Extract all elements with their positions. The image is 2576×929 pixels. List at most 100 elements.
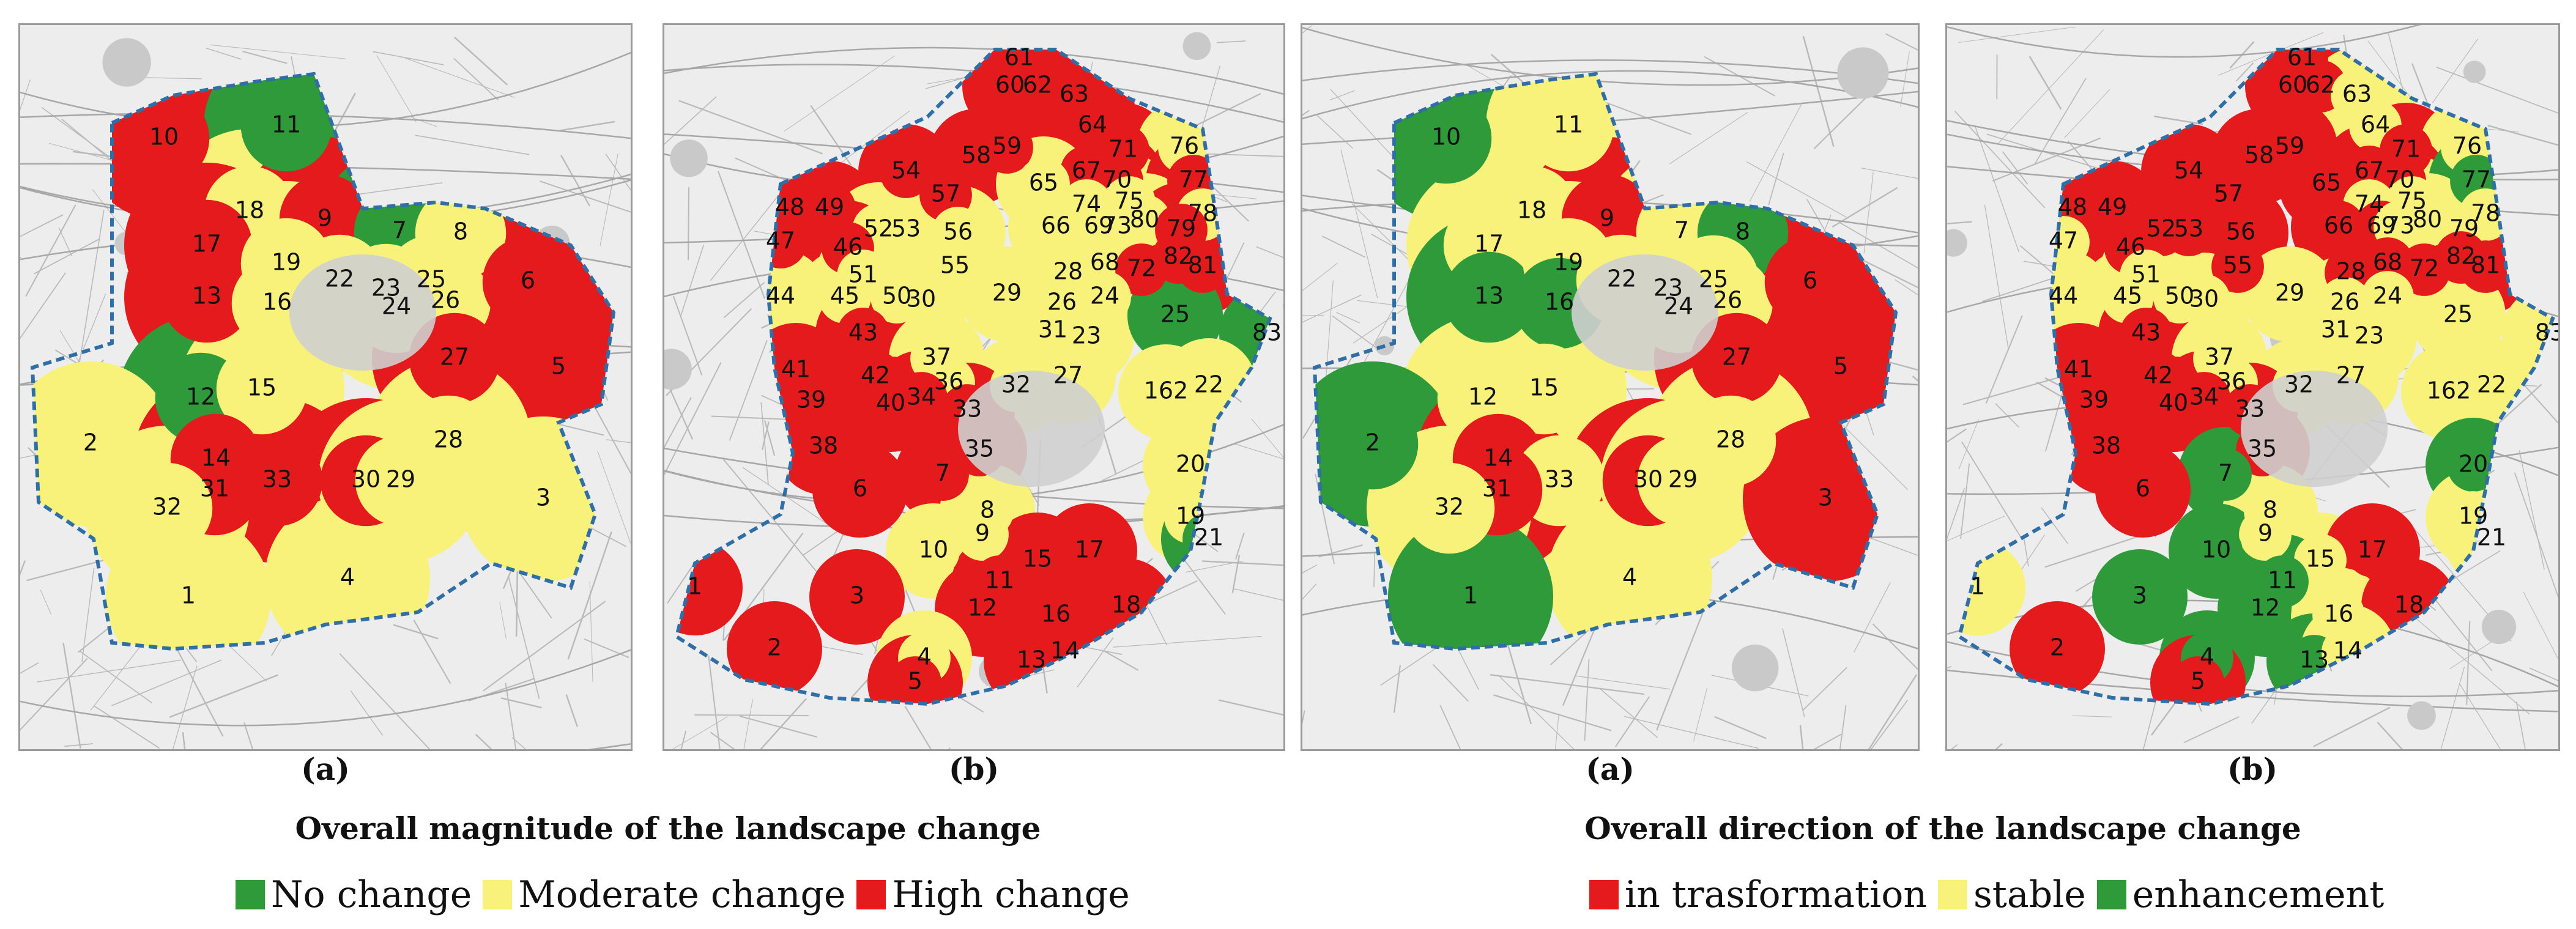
zone-label: 44	[2049, 283, 2078, 309]
zone-label: 25	[1699, 266, 1728, 293]
zone-label: 28	[1716, 426, 1745, 453]
zone-label: 35	[2248, 435, 2277, 462]
zone-label: 23	[2355, 322, 2384, 349]
legend-label: Moderate change	[518, 873, 846, 916]
zone-label: 25	[1160, 301, 1190, 328]
zone-label: 62	[2306, 72, 2335, 98]
zone-label: 67	[1072, 157, 1101, 184]
zone-label: 46	[833, 234, 863, 261]
zone-label: 3	[2132, 582, 2147, 609]
zone-label: 23	[371, 275, 401, 302]
zone-label: 52	[2147, 215, 2176, 242]
zone-label: 23	[1072, 322, 1101, 349]
legend-magnitude: No change Moderate change High change	[236, 873, 1141, 916]
zone-label: 74	[1072, 191, 1101, 218]
zone-label: 71	[2391, 136, 2421, 163]
zone-label: 46	[2116, 234, 2145, 261]
zone-label: 51	[848, 261, 878, 288]
zone-label: 1	[181, 582, 196, 609]
zone-label: 28	[2336, 258, 2366, 285]
zone-label: 64	[2361, 111, 2390, 138]
zone-label: 82	[2446, 243, 2476, 270]
zone-label: 47	[2049, 228, 2078, 254]
zone-label: 80	[2413, 206, 2442, 233]
zone-label: 58	[2244, 142, 2274, 169]
zone-label: 74	[2355, 191, 2384, 218]
zone-label: 68	[2373, 249, 2402, 276]
zone-label: 26	[1047, 289, 1077, 316]
zone-label: 33	[952, 396, 982, 423]
zone-label: 25	[417, 266, 446, 293]
zone-label: 2	[1365, 429, 1380, 456]
zone-label: 13	[1017, 646, 1046, 673]
zone-label: 60	[2278, 72, 2307, 98]
zone-label: 81	[1188, 252, 1217, 279]
zone-label: 31	[2321, 316, 2350, 343]
zone-label: 12	[968, 594, 997, 621]
zone-label: 82	[1164, 243, 1193, 270]
zone-label: 78	[2471, 200, 2500, 227]
zone-label: 5	[2191, 668, 2205, 695]
zone-label: 72	[1127, 255, 1156, 282]
zone-label: 15	[1023, 546, 1052, 572]
zone-label: 43	[848, 319, 878, 346]
zone-label: 66	[2324, 212, 2353, 239]
zone-label: 162	[2427, 377, 2471, 404]
zone-label: 72	[2410, 255, 2439, 282]
zone-label: 7	[2218, 460, 2233, 487]
zone-label: 11	[272, 111, 301, 138]
zone-label: 8	[453, 218, 468, 245]
zone-label: 32	[1001, 371, 1031, 398]
urban-core	[289, 254, 436, 371]
zone-label: 79	[2449, 215, 2479, 242]
zone-label: 3	[536, 484, 551, 511]
zone-label: 76	[2452, 133, 2482, 160]
zone-label: 27	[440, 344, 469, 371]
zone-label: 43	[2131, 319, 2161, 346]
legend-label: in trasformation	[1625, 873, 1928, 916]
zone-label: 56	[943, 218, 973, 245]
zone-label: 69	[1084, 212, 1113, 239]
map-panel-magnitude-b: 61 60 62 63 64 59 67 71 76 54 58 65 70 75 77 48 49 57 74 80…	[663, 23, 1285, 751]
zone-label: 2	[2050, 634, 2065, 661]
zone-label: 20	[2459, 451, 2488, 478]
zone-label: 55	[2223, 252, 2252, 279]
zone-label: 32	[2284, 371, 2314, 398]
zone-label: 13	[2299, 646, 2329, 673]
zone-label: 41	[2064, 356, 2093, 383]
panel-caption: (b)	[948, 751, 1000, 787]
zone-label: 28	[1053, 258, 1083, 285]
zone-label: 79	[1167, 215, 1196, 242]
zone-label: 13	[1474, 283, 1504, 309]
zone-label: 41	[781, 356, 811, 383]
zone-label: 31	[1482, 475, 1512, 502]
zone-label: 162	[1144, 377, 1189, 404]
zone-label: 40	[2159, 390, 2188, 416]
zone-label: 22	[1194, 371, 1223, 398]
zone-label: 37	[922, 344, 951, 371]
zone-label: 81	[2471, 252, 2500, 279]
zone-label: 48	[2058, 194, 2087, 221]
map-panel-direction-a: 10 11 18 9 17 13 19 16 7 8 22 23 25 24 26 6 27 5 12 15 2 28 14…	[1301, 23, 1920, 751]
zone-label: 44	[766, 283, 795, 309]
zone-label: 76	[1170, 133, 1199, 160]
zone-label: 48	[775, 194, 804, 221]
zone-label: 47	[766, 228, 795, 254]
legend-swatch	[236, 880, 265, 909]
zone-label: 58	[962, 142, 991, 169]
zone-label: 30	[351, 466, 380, 493]
legend-title-magnitude: Overall magnitude of the landscape chang…	[295, 810, 1041, 846]
legend-swatch	[1938, 880, 1968, 909]
zone-label: 18	[1112, 591, 1141, 618]
zone-label: 3	[850, 582, 864, 609]
zone-label: 50	[882, 283, 911, 309]
zone-label: 2	[767, 634, 782, 661]
zone-label: 24	[382, 293, 411, 320]
legend-item-stable: stable	[1938, 873, 2086, 916]
zone-label: 18	[2394, 591, 2424, 618]
zone-label: 10	[919, 536, 948, 563]
zone-label: 8	[2263, 497, 2277, 524]
zone-label: 22	[325, 265, 354, 292]
